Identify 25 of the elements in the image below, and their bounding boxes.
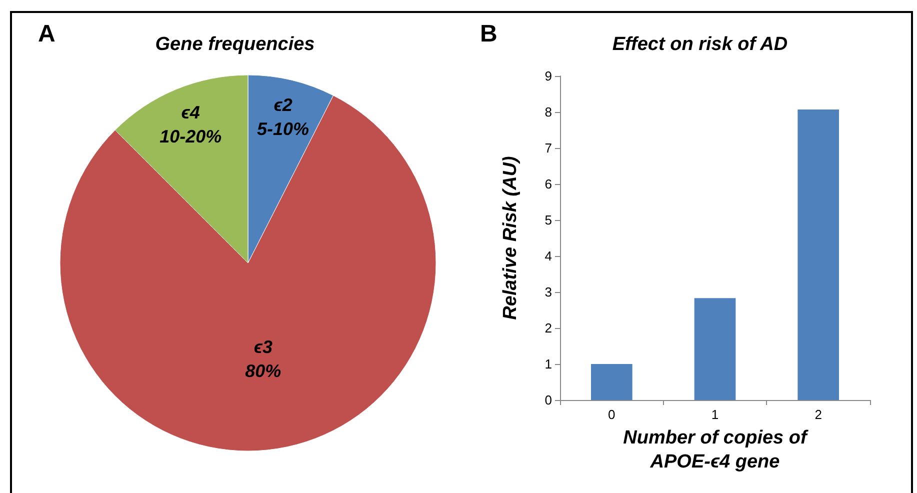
chart-title: Effect on risk of AD (612, 34, 788, 55)
y-tick-label: 1 (544, 356, 552, 372)
x-tick-label: 0 (608, 407, 616, 422)
x-tick-label: 2 (814, 407, 822, 422)
text: B (480, 20, 498, 48)
bar (798, 109, 839, 400)
y-tick-label: 2 (544, 320, 552, 336)
slice-label: ϵ3 80% (245, 336, 282, 381)
y-tick-label: 0 (544, 392, 552, 408)
bar (591, 364, 632, 400)
slice-label: ϵ4 10-20% (160, 102, 222, 146)
y-tick-label: 5 (544, 212, 552, 228)
chart-title: Gene frequencies (155, 34, 315, 55)
y-axis-title: Relative Risk (AU) (500, 156, 521, 320)
y-tick-label: 9 (544, 68, 552, 84)
y-tick-label: 4 (544, 248, 552, 264)
y-tick-label: 8 (544, 104, 552, 120)
text: A (38, 20, 56, 48)
x-axis-title: Number of copies of APOE-ϵ4 gene (623, 427, 809, 472)
y-tick-label: 6 (544, 176, 552, 192)
x-tick-label: 1 (711, 407, 719, 422)
y-tick-label: 3 (544, 284, 552, 300)
bar (694, 298, 736, 400)
slice-label: ϵ2 5-10% (257, 95, 310, 140)
y-tick-label: 7 (544, 140, 552, 156)
